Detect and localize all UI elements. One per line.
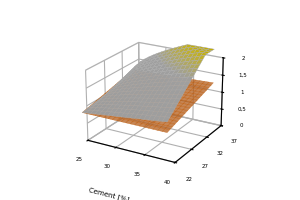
X-axis label: Cement [%]: Cement [%]: [88, 187, 130, 200]
